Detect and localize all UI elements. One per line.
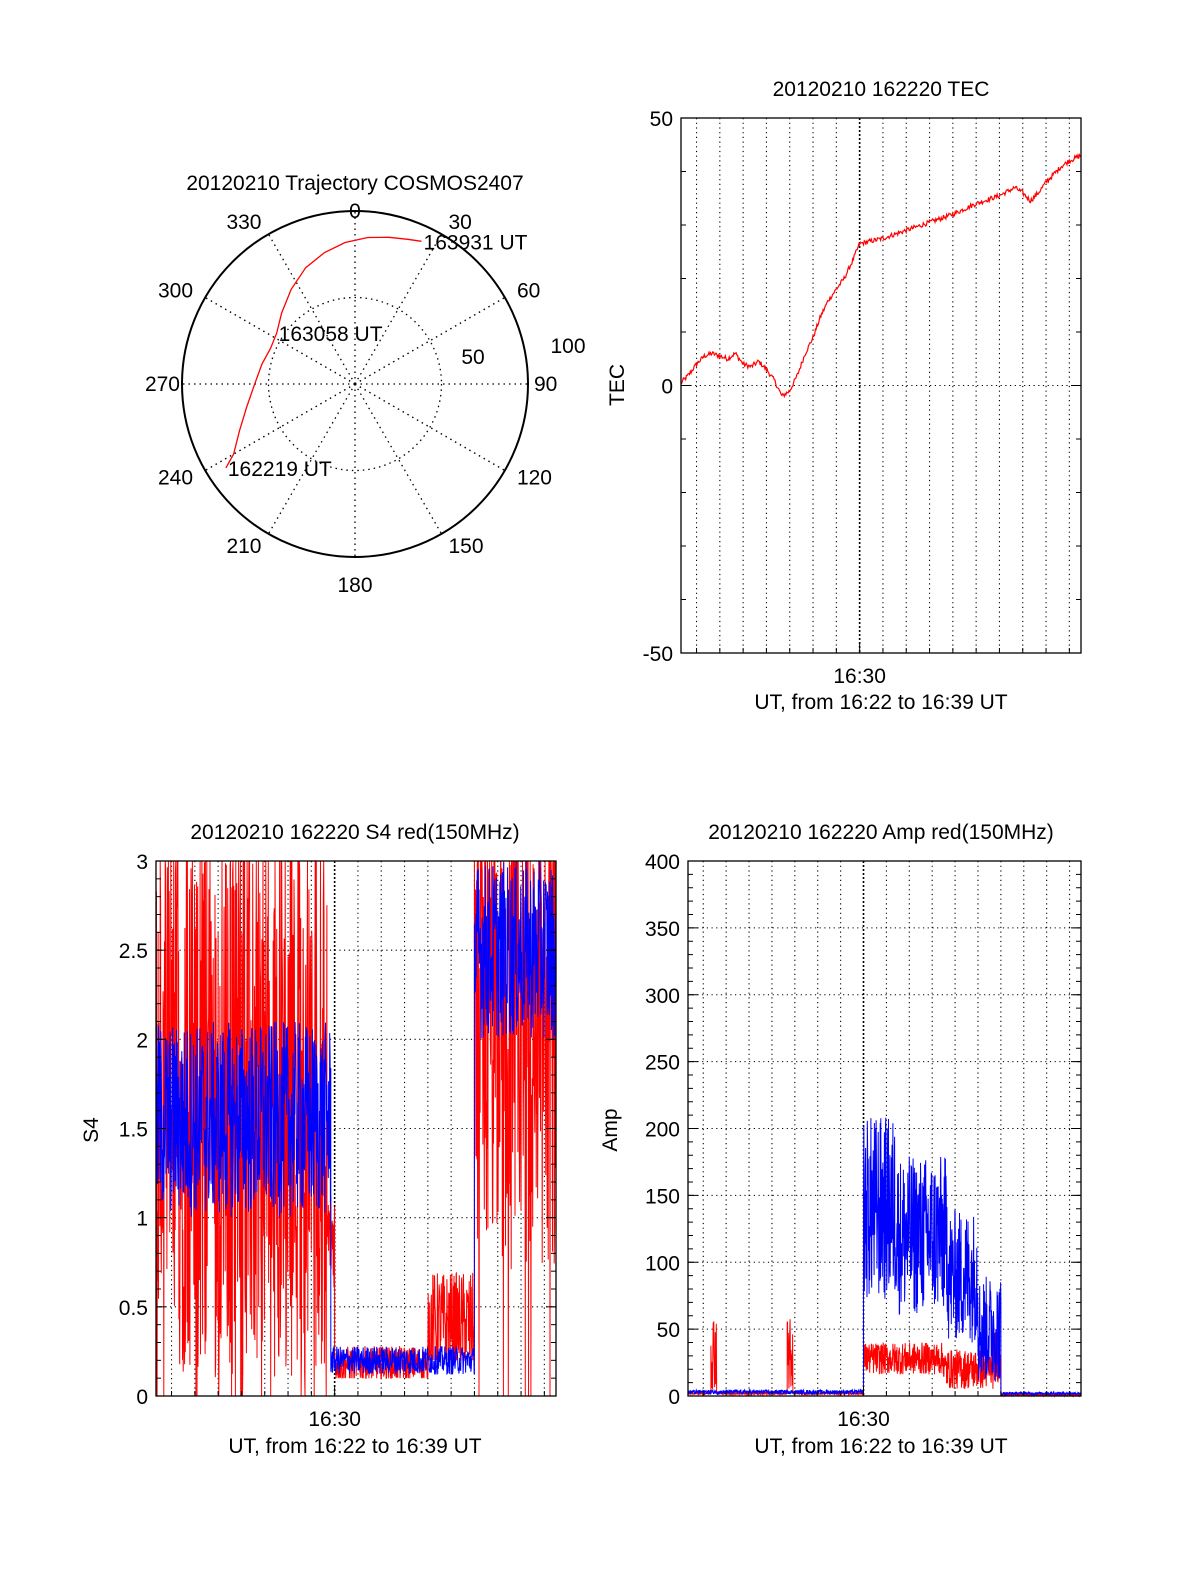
plot-frame [680,117,1082,654]
y-tick-label: 1 [136,1208,148,1231]
y-tick-label: 1.5 [119,1119,148,1142]
polar-azimuth-label: 120 [517,467,552,490]
polar-annotation: 162219 UT [228,458,332,481]
s4-title: 20120210 162220 S4 red(150MHz) [190,821,519,844]
amp-plot: 20120210 162220 Amp red(150MHz) 0 50 100 15… [599,821,1082,1458]
polar-radial-labels: 50 100 [461,335,585,369]
y-tick-label: 0.5 [119,1297,148,1320]
polar-trajectory-line [225,236,422,469]
tec-title: 20120210 162220 TEC [773,78,990,101]
polar-azimuth-label: 180 [337,574,372,597]
polar-outer-circle [181,210,529,558]
polar-azimuth-label: 210 [226,535,261,558]
trajectory-title: 20120210 Trajectory COSMOS2407 [186,172,523,195]
y-tick-label: 100 [645,1252,680,1275]
tec-plot: 20120210 162220 TEC -50 0 50 16:30 UT, from… [606,78,1082,714]
y-tick-label: 400 [645,851,680,874]
y-tick-label: 0 [661,376,673,399]
polar-spoke [267,383,356,535]
s4-blue-line [155,861,557,1376]
polar-radial-label: 50 [461,346,484,369]
tec-axes: -50 0 50 16:30 [643,108,1082,688]
trajectory-polar-plot: 20120210 Trajectory COSMOS2407 0 30 60 90 12… [145,172,586,597]
amp-blue-line [687,1117,1082,1397]
s4-ylabel: S4 [80,1117,103,1143]
y-tick-label: 0 [668,1386,680,1409]
polar-spoke [354,296,506,385]
polar-radial-label: 100 [550,335,585,358]
x-tick-label: 16:30 [837,1408,890,1431]
polar-azimuth-label: 0 [349,200,361,223]
amp-title: 20120210 162220 Amp red(150MHz) [708,821,1054,844]
s4-series [155,860,557,1397]
y-tick-label: 0 [136,1386,148,1409]
polar-azimuth-label: 90 [534,373,557,396]
y-tick-label: 2 [136,1029,148,1052]
y-tick-label: 2.5 [119,940,148,963]
polar-radial-circle [267,296,443,472]
polar-spoke [204,383,356,472]
tec-ylabel: TEC [606,364,629,406]
tec-xlabel: UT, from 16:22 to 16:39 UT [754,691,1007,714]
amp-ylabel: Amp [599,1108,622,1151]
amp-axes: 0 50 100 150 200 250 300 350 400 16:30 [645,851,1082,1431]
y-tick-label: -50 [643,643,673,666]
polar-spoke [204,296,356,385]
polar-azimuth-label: 300 [158,280,193,303]
y-tick-label: 200 [645,1119,680,1142]
plot-frame [155,860,557,1397]
polar-annotation: 163931 UT [424,231,528,254]
polar-azimuth-label: 60 [517,280,540,303]
y-tick-label: 50 [650,108,673,131]
polar-azimuth-label: 330 [226,211,261,234]
tec-grid [681,118,1081,653]
polar-trajectory-series [225,236,422,469]
s4-axes: 0 0.5 1 1.5 2 2.5 3 16:30 [119,851,557,1431]
polar-azimuth-labels: 0 30 60 90 120 150 180 210 240 270 300 330 [145,200,557,597]
polar-spoke [354,383,506,472]
y-tick-label: 300 [645,985,680,1008]
plot-frame [687,860,1082,1397]
polar-grid [181,210,529,558]
tec-series [680,152,1082,399]
s4-plot: 20120210 162220 S4 red(150MHz) 0 0.5 1 1.5 2… [80,821,557,1458]
tec-line [680,152,1082,399]
x-tick-label: 16:30 [833,665,886,688]
polar-spoke [267,233,356,385]
polar-azimuth-label: 270 [145,373,180,396]
y-tick-label: 250 [645,1052,680,1075]
amp-series [687,1117,1082,1398]
y-tick-label: 50 [657,1319,680,1342]
polar-spoke [354,383,443,535]
y-tick-label: 3 [136,851,148,874]
polar-annotations: 163931 UT 163058 UT 162219 UT [228,231,528,481]
y-tick-label: 350 [645,918,680,941]
polar-spoke [354,233,443,385]
y-tick-label: 150 [645,1185,680,1208]
amp-xlabel: UT, from 16:22 to 16:39 UT [754,1435,1007,1458]
polar-azimuth-label: 240 [158,467,193,490]
polar-azimuth-label: 150 [449,535,484,558]
amp-grid [688,861,1081,1396]
polar-azimuth-label: 30 [449,211,472,234]
x-tick-label: 16:30 [308,1408,361,1431]
s4-xlabel: UT, from 16:22 to 16:39 UT [228,1435,481,1458]
amp-red-line [687,1319,1082,1398]
polar-annotation: 163058 UT [279,323,383,346]
